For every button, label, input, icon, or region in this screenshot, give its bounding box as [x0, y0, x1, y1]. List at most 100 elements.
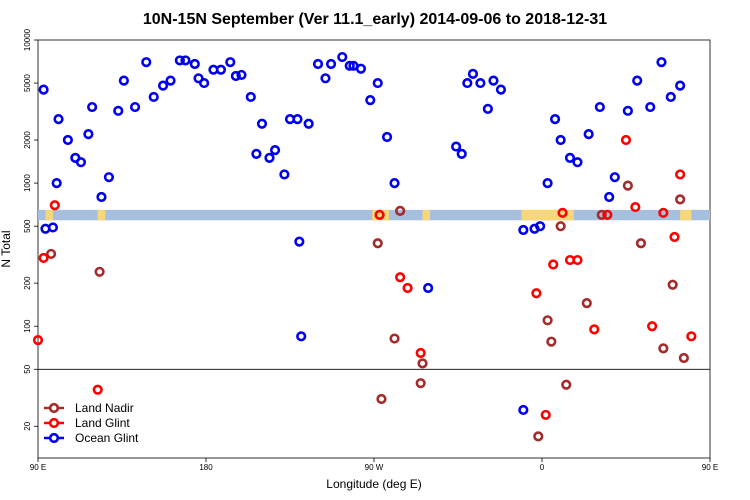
land-glint-point	[669, 231, 680, 243]
ocean-glint-point	[604, 191, 615, 203]
x-tick-label: 180	[199, 463, 213, 472]
y-tick-label: 100	[23, 319, 32, 333]
land-glint-point	[49, 200, 60, 211]
land-nadir-point	[542, 315, 553, 326]
ocean-glint-point	[75, 157, 87, 168]
x-tick-label: 0	[540, 463, 545, 472]
land-nadir-point	[45, 248, 57, 260]
land-band-segment	[372, 209, 389, 221]
y-tick-label: 5000	[23, 74, 32, 92]
land-nadir-point	[596, 209, 607, 220]
ocean-glint-point	[215, 64, 227, 75]
land-glint-point	[630, 201, 641, 213]
ocean-glint-point	[113, 105, 124, 116]
legend-marker-land-nadir	[48, 402, 60, 414]
land-glint-point	[557, 207, 568, 218]
ocean-glint-point	[165, 75, 176, 86]
x-tick-label: 90 E	[702, 463, 718, 472]
ocean-glint-point	[264, 152, 275, 164]
ocean-glint-point	[174, 55, 185, 66]
land-glint-point	[38, 252, 49, 264]
ocean-glint-point	[292, 114, 303, 125]
y-tick-label: 500	[23, 219, 32, 233]
ocean-glint-point	[103, 172, 115, 183]
ocean-glint-point	[225, 57, 236, 68]
ocean-glint-point	[355, 63, 367, 74]
ocean-glint-point	[594, 101, 605, 113]
land-glint-point	[647, 321, 658, 332]
ocean-glint-point	[456, 148, 467, 159]
ocean-glint-point	[294, 236, 305, 247]
x-tick-label: 90 W	[365, 463, 384, 472]
y-tick-label: 50	[23, 364, 32, 373]
ocean-glint-point	[96, 191, 107, 203]
ocean-glint-point	[665, 91, 676, 103]
ocean-glint-point	[555, 134, 566, 146]
ocean-glint-point	[632, 75, 643, 86]
y-tick-label: 200	[23, 276, 32, 290]
ocean-glint-point	[518, 224, 529, 236]
ocean-glint-point	[365, 95, 376, 106]
ocean-glint-point	[320, 73, 331, 84]
land-band-segment	[45, 209, 53, 221]
land-nadir-point	[635, 238, 647, 249]
land-glint-point	[658, 207, 669, 218]
ocean-glint-point	[38, 84, 49, 95]
land-glint-point	[32, 334, 44, 346]
land-nadir-point	[533, 431, 544, 442]
land-nadir-point	[372, 238, 383, 249]
ocean-glint-point	[296, 331, 307, 342]
ocean-glint-point	[467, 68, 479, 79]
land-glint-point	[531, 288, 542, 299]
chart-title: 10N-15N September (Ver 11.1_early) 2014-…	[143, 11, 607, 28]
land-glint-point	[540, 409, 551, 421]
ocean-glint-point	[462, 77, 473, 89]
land-nadir-point	[622, 180, 633, 191]
ocean-glint-point	[518, 404, 529, 416]
land-glint-point	[402, 282, 413, 294]
land-glint-point	[686, 331, 697, 342]
ocean-glint-point	[118, 75, 129, 86]
ocean-glint-point	[230, 70, 241, 82]
land-band-segment	[680, 209, 692, 221]
land-nadir-point	[561, 379, 572, 390]
ocean-glint-point	[572, 157, 583, 168]
ocean-glint-point	[148, 91, 159, 103]
ocean-glint-point	[312, 58, 324, 70]
ocean-glint-point	[141, 57, 152, 68]
ocean-glint-point	[62, 134, 73, 146]
land-glint-point	[548, 259, 559, 270]
ocean-glint-point	[199, 77, 210, 89]
land-nadir-point	[417, 358, 428, 369]
legend-label-land-nadir: Land Nadir	[75, 401, 134, 415]
ocean-glint-point	[549, 114, 561, 125]
land-glint-point	[415, 347, 426, 359]
land-nadir-point	[389, 333, 400, 344]
y-tick-label: 2000	[23, 131, 32, 149]
land-glint-point	[602, 209, 613, 220]
ocean-glint-point	[157, 80, 169, 91]
ocean-glint-point	[482, 103, 493, 115]
land-nadir-point	[581, 298, 592, 309]
ocean-glint-point	[51, 178, 62, 189]
land-glint-point	[620, 134, 632, 146]
x-tick-label: 90 E	[30, 463, 46, 472]
legend-marker-land-glint	[48, 417, 60, 429]
y-axis: 20 50 100 200 500 1000 2000 5000 10000	[23, 28, 38, 431]
ocean-glint-point	[47, 222, 59, 233]
ocean-glint-point	[83, 129, 94, 140]
land-nadir-point	[376, 393, 387, 405]
legend-label-ocean-glint: Ocean Glint	[75, 431, 139, 445]
ocean-glint-point	[495, 84, 507, 95]
y-tick-label: 10000	[23, 28, 32, 51]
ocean-glint-point	[344, 60, 355, 71]
band-layer	[38, 209, 710, 221]
ocean-glint-point	[564, 152, 576, 164]
ocean-glint-point	[389, 178, 400, 189]
land-band-segment	[521, 209, 574, 221]
ocean-glint-point	[609, 172, 620, 183]
ocean-glint-point	[251, 148, 262, 159]
ocean-glint-point	[381, 131, 393, 143]
y-tick-label: 20	[23, 421, 32, 430]
